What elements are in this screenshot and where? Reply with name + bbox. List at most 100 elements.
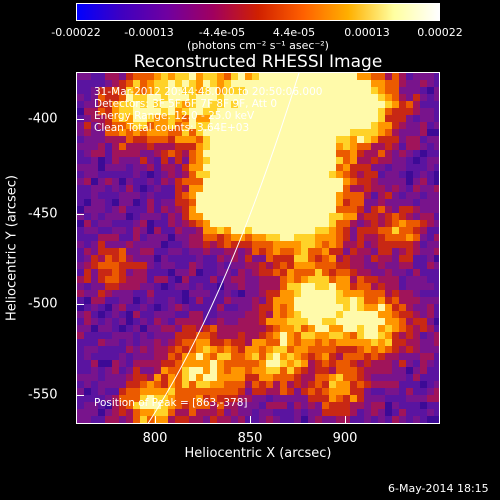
image-pixel bbox=[357, 206, 365, 214]
image-pixel bbox=[406, 122, 414, 130]
image-pixel bbox=[434, 269, 439, 277]
image-pixel bbox=[392, 129, 400, 137]
image-pixel bbox=[273, 129, 281, 137]
image-pixel bbox=[350, 402, 358, 410]
image-pixel bbox=[91, 227, 99, 235]
image-pixel bbox=[168, 171, 176, 179]
image-pixel bbox=[189, 416, 197, 423]
image-pixel bbox=[308, 416, 316, 423]
image-pixel bbox=[245, 283, 253, 291]
image-pixel bbox=[280, 192, 288, 200]
image-pixel bbox=[126, 269, 134, 277]
image-pixel bbox=[350, 381, 358, 389]
image-pixel bbox=[189, 241, 197, 249]
image-pixel bbox=[119, 248, 127, 256]
image-pixel bbox=[245, 409, 253, 417]
image-pixel bbox=[266, 290, 274, 298]
image-pixel bbox=[308, 94, 316, 102]
image-pixel bbox=[301, 136, 309, 144]
image-pixel bbox=[238, 262, 246, 270]
image-pixel bbox=[273, 164, 281, 172]
image-pixel bbox=[315, 304, 323, 312]
image-pixel bbox=[371, 73, 379, 81]
image-pixel bbox=[413, 332, 421, 340]
image-pixel bbox=[161, 262, 169, 270]
image-pixel bbox=[301, 101, 309, 109]
image-pixel bbox=[126, 73, 134, 81]
image-pixel bbox=[189, 192, 197, 200]
image-pixel bbox=[217, 164, 225, 172]
image-pixel bbox=[154, 150, 162, 158]
image-pixel bbox=[378, 143, 386, 151]
image-pixel bbox=[147, 171, 155, 179]
image-pixel bbox=[168, 94, 176, 102]
image-pixel bbox=[371, 80, 379, 88]
image-pixel bbox=[343, 192, 351, 200]
image-pixel bbox=[112, 290, 120, 298]
image-pixel bbox=[140, 122, 148, 130]
image-pixel bbox=[147, 220, 155, 228]
image-pixel bbox=[252, 374, 260, 382]
image-pixel bbox=[182, 171, 190, 179]
image-pixel bbox=[189, 206, 197, 214]
image-pixel bbox=[119, 276, 127, 284]
image-pixel bbox=[119, 108, 127, 116]
image-pixel bbox=[413, 220, 421, 228]
image-pixel bbox=[182, 241, 190, 249]
image-pixel bbox=[315, 388, 323, 396]
image-pixel bbox=[105, 395, 113, 403]
image-pixel bbox=[434, 206, 439, 214]
image-pixel bbox=[119, 353, 127, 361]
image-pixel bbox=[105, 129, 113, 137]
image-pixel bbox=[168, 150, 176, 158]
image-pixel bbox=[161, 311, 169, 319]
image-pixel bbox=[434, 374, 439, 382]
image-pixel bbox=[203, 388, 211, 396]
image-pixel bbox=[245, 115, 253, 123]
image-pixel bbox=[105, 388, 113, 396]
image-pixel bbox=[259, 332, 267, 340]
image-pixel bbox=[322, 115, 330, 123]
image-pixel bbox=[371, 192, 379, 200]
image-pixel bbox=[119, 143, 127, 151]
image-pixel bbox=[322, 416, 330, 423]
image-pixel bbox=[371, 381, 379, 389]
image-pixel bbox=[105, 213, 113, 221]
image-pixel bbox=[196, 234, 204, 242]
image-pixel bbox=[112, 150, 120, 158]
image-pixel bbox=[238, 297, 246, 305]
image-pixel bbox=[427, 346, 435, 354]
image-pixel bbox=[133, 178, 141, 186]
image-pixel bbox=[175, 353, 183, 361]
image-pixel bbox=[224, 227, 232, 235]
image-pixel bbox=[231, 171, 239, 179]
image-pixel bbox=[182, 108, 190, 116]
image-pixel bbox=[385, 388, 393, 396]
image-pixel bbox=[322, 304, 330, 312]
image-pixel bbox=[140, 234, 148, 242]
image-pixel bbox=[217, 290, 225, 298]
image-pixel bbox=[378, 353, 386, 361]
image-pixel bbox=[210, 213, 218, 221]
image-pixel bbox=[196, 178, 204, 186]
image-pixel bbox=[112, 171, 120, 179]
image-pixel bbox=[91, 283, 99, 291]
image-pixel bbox=[406, 297, 414, 305]
image-pixel bbox=[413, 150, 421, 158]
image-pixel bbox=[231, 311, 239, 319]
image-pixel bbox=[84, 262, 92, 270]
image-pixel bbox=[413, 339, 421, 347]
image-pixel bbox=[189, 94, 197, 102]
image-pixel bbox=[203, 325, 211, 333]
image-pixel bbox=[175, 171, 183, 179]
image-pixel bbox=[385, 339, 393, 347]
image-pixel bbox=[168, 353, 176, 361]
image-pixel bbox=[238, 367, 246, 375]
image-pixel bbox=[392, 80, 400, 88]
image-pixel bbox=[427, 220, 435, 228]
image-pixel bbox=[343, 353, 351, 361]
image-pixel bbox=[175, 178, 183, 186]
image-pixel bbox=[77, 178, 85, 186]
image-pixel bbox=[287, 318, 295, 326]
image-pixel bbox=[189, 360, 197, 368]
